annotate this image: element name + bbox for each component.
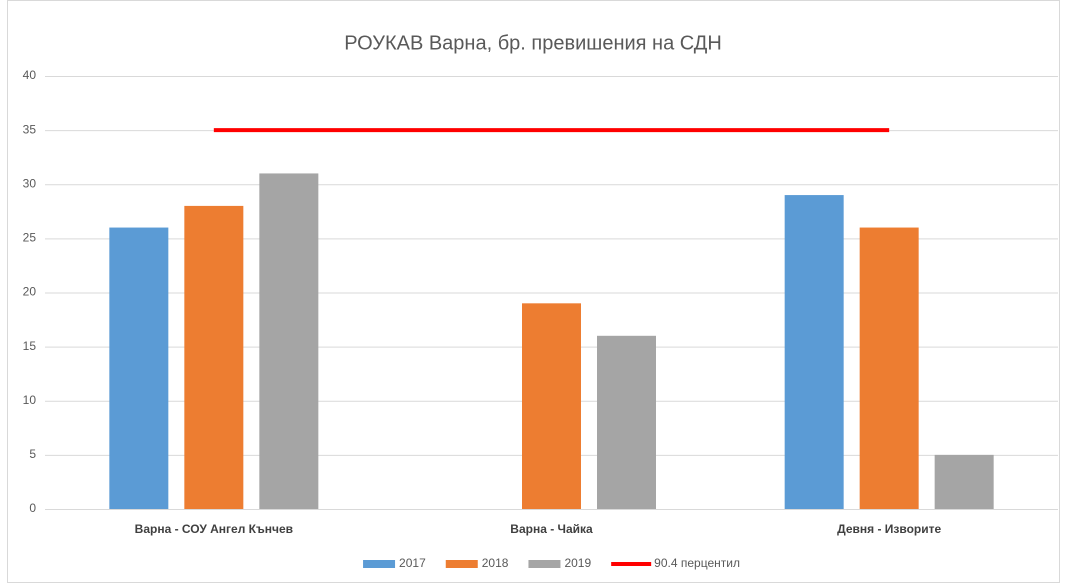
legend: 2017 2018 2019 90.4 перцентил bbox=[363, 556, 740, 570]
legend-swatch bbox=[445, 560, 478, 568]
y-tick-label: 0 bbox=[29, 501, 36, 515]
x-tick-label: Девня - Изворите bbox=[837, 522, 941, 536]
bar bbox=[784, 195, 844, 509]
bar bbox=[259, 173, 319, 510]
y-tick-label: 25 bbox=[23, 231, 37, 245]
chart-title: РОУКАВ Варна, бр. превишения на СДН bbox=[344, 32, 722, 54]
legend-swatch bbox=[528, 560, 561, 568]
x-tick-label: Варна - СОУ Ангел Кънчев bbox=[135, 522, 293, 536]
y-tick-label: 10 bbox=[23, 393, 37, 407]
legend-label: 2018 bbox=[482, 556, 509, 570]
bar bbox=[522, 303, 581, 509]
legend-label: 90.4 перцентил bbox=[654, 556, 740, 570]
y-tick-label: 30 bbox=[23, 176, 37, 190]
y-tick-label: 40 bbox=[23, 68, 37, 82]
bar bbox=[859, 227, 919, 510]
bar bbox=[597, 335, 656, 509]
x-tick-label: Варна - Чайка bbox=[510, 522, 593, 536]
bar bbox=[184, 205, 244, 509]
y-tick-label: 15 bbox=[23, 339, 37, 353]
legend-swatch bbox=[363, 560, 396, 568]
y-tick-label: 20 bbox=[23, 285, 37, 299]
y-tick-label: 35 bbox=[23, 122, 37, 136]
bar bbox=[934, 454, 994, 509]
legend-label: 2019 bbox=[564, 556, 591, 570]
legend-label: 2017 bbox=[399, 556, 426, 570]
y-tick-label: 5 bbox=[29, 447, 36, 461]
bar bbox=[109, 227, 169, 510]
